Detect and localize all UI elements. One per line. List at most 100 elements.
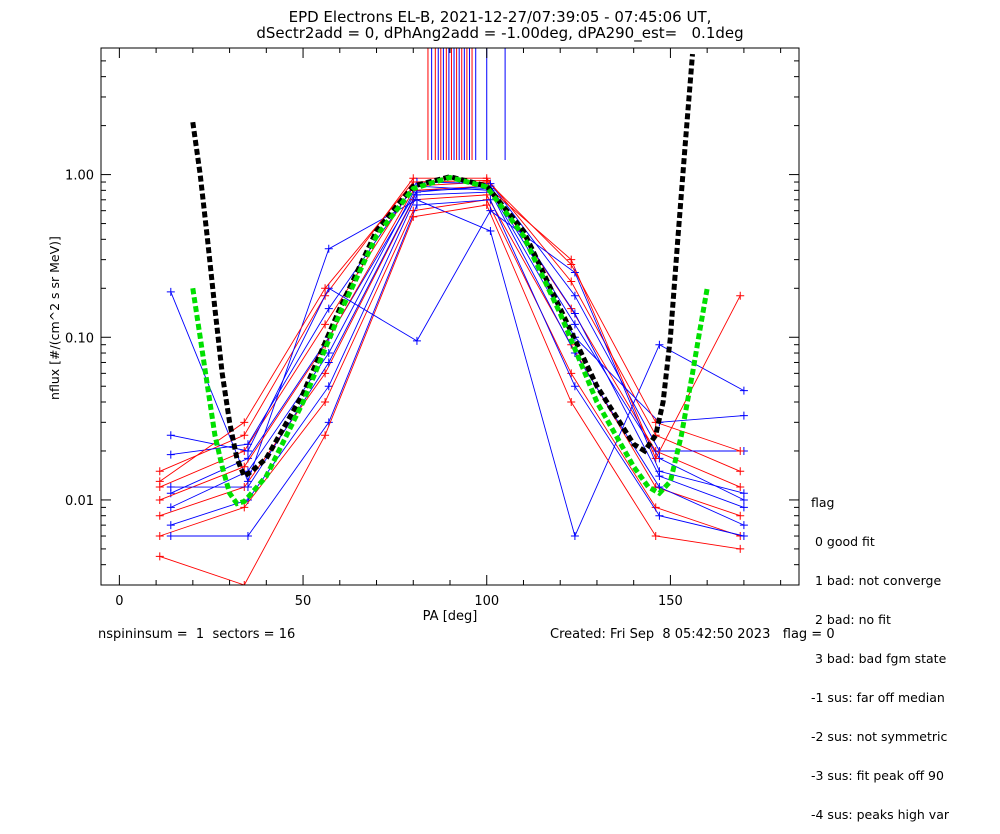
data-point (324, 244, 333, 253)
data-point (567, 369, 576, 378)
y-tick-label: 0.10 (65, 331, 94, 346)
legend-entry: -2 sus: not symmetric (811, 729, 948, 744)
data-point (655, 472, 664, 481)
data-point (155, 477, 164, 486)
data-point (736, 483, 745, 492)
data-point (570, 532, 579, 541)
series-line-5 (170, 181, 744, 456)
data-point (486, 227, 495, 236)
series-line-6 (159, 199, 741, 537)
data-point (324, 382, 333, 391)
x-tick-label: 100 (474, 594, 499, 609)
data-point (155, 467, 164, 476)
data-point (736, 511, 745, 520)
series-line-14 (170, 185, 745, 508)
data-point (651, 454, 660, 463)
data-point (324, 304, 333, 313)
data-point (739, 521, 748, 530)
series-line-2 (159, 194, 741, 517)
data-point (321, 431, 330, 440)
data-point (155, 532, 164, 541)
data-point (166, 521, 175, 530)
data-point (567, 277, 576, 286)
data-point (567, 260, 576, 269)
x-axis-label: PA [deg] (423, 609, 478, 624)
data-point (570, 382, 579, 391)
data-point (736, 446, 745, 455)
data-point (739, 503, 748, 512)
y-tick-label: 1.00 (65, 169, 94, 184)
data-point (240, 431, 249, 440)
data-point (412, 195, 421, 204)
plot-frame (100, 47, 800, 586)
data-point (651, 532, 660, 541)
data-point (243, 532, 252, 541)
y-axis-label: nflux [#/(cm^2 s sr MeV)] (47, 236, 62, 400)
series-layer (155, 174, 748, 585)
data-point (486, 206, 495, 215)
data-point (739, 489, 748, 498)
data-point (166, 287, 175, 296)
data-point (482, 201, 491, 210)
data-point (240, 418, 249, 427)
data-point (240, 503, 249, 512)
data-point (739, 411, 748, 420)
chart-subtitle: dSectr2add = 0, dPhAng2add = -1.00deg, d… (256, 24, 744, 42)
data-point (570, 291, 579, 300)
data-point (166, 431, 175, 440)
data-point (155, 552, 164, 561)
legend-entry: 1 bad: not converge (811, 573, 942, 588)
legend-entry: -1 sus: far off median (811, 690, 945, 705)
data-point (736, 544, 745, 553)
legend-entry: -4 sus: peaks high var (811, 807, 950, 822)
data-point (486, 195, 495, 204)
data-point (412, 336, 421, 345)
data-point (570, 320, 579, 329)
series-line-8 (170, 199, 745, 538)
series-line-10 (170, 185, 744, 508)
series-line-0 (159, 181, 741, 488)
data-point (736, 467, 745, 476)
series-line-4 (159, 177, 741, 472)
data-point (166, 503, 175, 512)
data-point (321, 369, 330, 378)
data-point (739, 532, 748, 541)
chart-title: EPD Electrons EL-B, 2021-12-27/07:39:05 … (288, 8, 712, 26)
data-point (736, 291, 745, 300)
data-point (655, 340, 664, 349)
series-line-12 (170, 210, 745, 494)
data-point (243, 446, 252, 455)
legend-entry: -3 sus: fit peak off 90 (811, 768, 944, 783)
data-point (155, 495, 164, 504)
series-line-11 (159, 204, 741, 585)
data-point (321, 284, 330, 293)
fit-layer (190, 53, 710, 507)
data-point (482, 176, 491, 185)
data-point (166, 532, 175, 541)
fit-curve-green (190, 174, 710, 507)
data-point (739, 386, 748, 395)
data-point (240, 462, 249, 471)
x-tick-label: 0 (115, 594, 123, 609)
footer-sampling-info: nspininsum = 1 sectors = 16 (98, 627, 296, 642)
top-marker-layer (427, 48, 506, 160)
footer-created-info: Created: Fri Sep 8 05:42:50 2023 flag = … (550, 627, 835, 642)
flag-legend: flag 0 good fit 1 bad: not converge 2 ba… (811, 470, 949, 834)
series-line-9 (159, 185, 741, 501)
legend-entry: 2 bad: no fit (811, 612, 891, 627)
series-line-7 (170, 199, 745, 537)
data-point (570, 268, 579, 277)
data-point (739, 495, 748, 504)
data-point (240, 581, 249, 585)
data-point (655, 511, 664, 520)
data-point (321, 397, 330, 406)
data-point (409, 212, 418, 221)
data-point (243, 483, 252, 492)
legend-entry: 0 good fit (811, 534, 875, 549)
series-line-13 (159, 180, 741, 482)
series-line-3 (170, 191, 745, 526)
x-tick-label: 50 (295, 594, 312, 609)
data-point (243, 440, 252, 449)
data-point (166, 450, 175, 459)
data-point (570, 309, 579, 318)
